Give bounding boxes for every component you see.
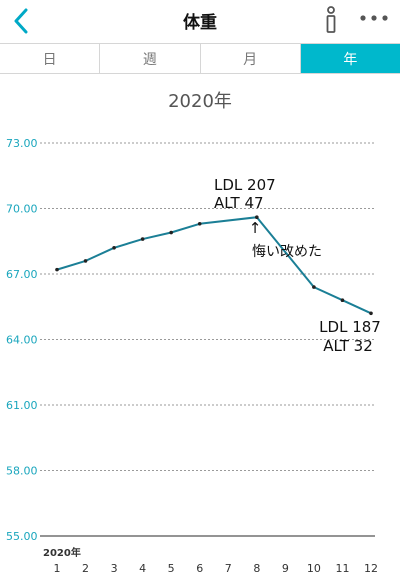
x-tick-label: 9 bbox=[282, 562, 289, 575]
tab-week[interactable]: 週 bbox=[100, 44, 201, 73]
data-point bbox=[369, 311, 373, 316]
y-tick-label: 70.00 bbox=[6, 203, 38, 216]
y-tick-label: 67.00 bbox=[6, 268, 38, 281]
tab-day[interactable]: 日 bbox=[0, 44, 101, 73]
x-tick-label: 3 bbox=[111, 562, 118, 575]
series-line bbox=[56, 216, 372, 315]
y-tick-label: 61.00 bbox=[6, 399, 38, 412]
x-tick-label: 5 bbox=[168, 562, 175, 575]
page-title: 体重 bbox=[183, 13, 217, 33]
y-tick-label: 64.00 bbox=[6, 334, 38, 347]
x-axis-year-label: 2020年 bbox=[43, 546, 81, 559]
x-tick-label: 10 bbox=[307, 562, 321, 575]
x-tick-label: 4 bbox=[139, 562, 146, 575]
x-tick-label: 1 bbox=[54, 562, 61, 575]
data-point bbox=[197, 221, 202, 226]
data-point bbox=[83, 259, 88, 263]
data-point bbox=[312, 285, 316, 289]
chart-annotation: ALT 47 bbox=[214, 194, 264, 212]
period-tabs: 日 週 月 年 bbox=[0, 43, 400, 74]
data-point bbox=[55, 267, 59, 272]
x-tick-label: 11 bbox=[335, 562, 349, 575]
more-horizontal-icon bbox=[360, 15, 388, 21]
data-point bbox=[340, 298, 345, 302]
data-point bbox=[112, 246, 116, 250]
chart-annotation: 悔い改めた bbox=[252, 244, 322, 260]
data-point bbox=[140, 237, 145, 241]
app-header: 体重 bbox=[0, 0, 400, 42]
x-tick-label: 7 bbox=[225, 562, 232, 575]
chart-title: 2020年 bbox=[168, 91, 232, 112]
chevron-left-icon bbox=[14, 8, 28, 34]
chart-annotation: ↑ bbox=[249, 219, 262, 237]
tab-month[interactable]: 月 bbox=[200, 44, 301, 73]
y-tick-label: 55.00 bbox=[6, 530, 38, 543]
chart-annotation: ALT 32 bbox=[323, 337, 373, 355]
tab-year[interactable]: 年 bbox=[300, 44, 400, 73]
chart-annotation: LDL 187 bbox=[319, 318, 381, 336]
info-button[interactable] bbox=[318, 3, 344, 37]
x-tick-label: 2 bbox=[82, 562, 89, 575]
y-tick-label: 58.00 bbox=[6, 465, 38, 478]
chart-annotation: LDL 207 bbox=[214, 176, 276, 194]
line-chart-svg: 2020年 73.00 70.00 67.00 64.00 61.00 58.00 55.00… bbox=[6, 91, 381, 575]
info-icon bbox=[326, 6, 336, 33]
x-tick-label: 12 bbox=[364, 562, 378, 575]
weight-chart: 2020年 73.00 70.00 67.00 64.00 61.00 58.00 55.00… bbox=[0, 75, 400, 588]
data-point bbox=[255, 215, 259, 220]
x-tick-label: 8 bbox=[253, 562, 260, 575]
y-tick-label: 73.00 bbox=[6, 137, 38, 150]
x-tick-label: 6 bbox=[196, 562, 203, 575]
more-button[interactable] bbox=[356, 6, 392, 30]
back-button[interactable] bbox=[4, 4, 38, 38]
data-point bbox=[169, 230, 173, 235]
